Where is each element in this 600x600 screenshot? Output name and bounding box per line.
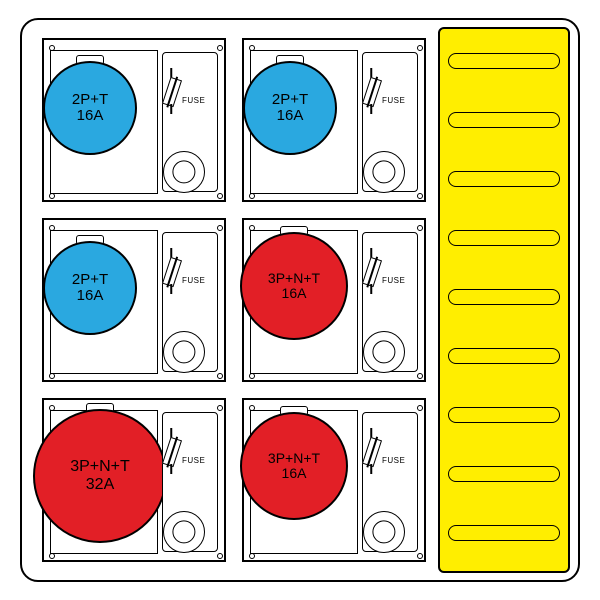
socket-rating-line2: 16A <box>277 108 304 125</box>
socket-rating-line2: 16A <box>282 286 307 301</box>
socket-rating-line2: 16A <box>77 108 104 125</box>
din-slot <box>448 407 560 423</box>
socket-rating-line1: 3P+N+T <box>268 271 320 286</box>
din-slot <box>448 348 560 364</box>
cable-knockout <box>363 511 405 553</box>
cable-knockout <box>163 331 205 373</box>
fuse-symbol-icon <box>364 248 378 294</box>
socket-module: 3P+N+T16A FUSE <box>242 398 426 562</box>
socket-outlet: 3P+N+T16A <box>240 412 348 520</box>
socket-rating-line2: 16A <box>77 288 104 305</box>
din-slot <box>448 112 560 128</box>
fuse-symbol-icon <box>164 248 178 294</box>
socket-rating-line1: 2P+T <box>72 272 108 289</box>
fuse-label: FUSE <box>182 96 205 105</box>
socket-module: 2P+T16A FUSE <box>42 38 226 202</box>
fuse-symbol-icon <box>364 68 378 114</box>
fuse-label: FUSE <box>382 96 405 105</box>
socket-module: 3P+N+T16A FUSE <box>242 218 426 382</box>
socket-module: 2P+T16A FUSE <box>242 38 426 202</box>
fuse-label: FUSE <box>182 276 205 285</box>
fuse-symbol-icon <box>364 428 378 474</box>
screw-hole <box>217 405 223 411</box>
fuse-label: FUSE <box>182 456 205 465</box>
socket-module: 2P+T16A FUSE <box>42 218 226 382</box>
screw-hole <box>417 405 423 411</box>
socket-module: 3P+N+T32A FUSE <box>42 398 226 562</box>
screw-hole <box>217 45 223 51</box>
socket-outlet: 3P+N+T32A <box>33 409 167 543</box>
fuse-symbol-icon <box>164 428 178 474</box>
cable-knockout <box>163 511 205 553</box>
cable-knockout <box>363 331 405 373</box>
socket-outlet: 3P+N+T16A <box>240 232 348 340</box>
screw-hole <box>217 225 223 231</box>
din-slot <box>448 53 560 69</box>
socket-rating-line2: 16A <box>282 466 307 481</box>
cable-knockout <box>363 151 405 193</box>
fuse-label: FUSE <box>382 276 405 285</box>
screw-hole <box>417 193 423 199</box>
din-slot <box>448 289 560 305</box>
fuse-symbol-icon <box>164 68 178 114</box>
socket-rating-line1: 3P+N+T <box>268 451 320 466</box>
socket-rating-line2: 32A <box>86 476 114 494</box>
socket-outlet: 2P+T16A <box>43 241 137 335</box>
screw-hole <box>417 373 423 379</box>
screw-hole <box>217 193 223 199</box>
screw-hole <box>417 225 423 231</box>
socket-rating-line1: 2P+T <box>272 92 308 109</box>
socket-outlet: 2P+T16A <box>43 61 137 155</box>
screw-hole <box>217 553 223 559</box>
cable-knockout <box>163 151 205 193</box>
din-slot <box>448 230 560 246</box>
socket-outlet: 2P+T16A <box>243 61 337 155</box>
screw-hole <box>217 373 223 379</box>
din-slot <box>448 171 560 187</box>
din-slot <box>448 525 560 541</box>
screw-hole <box>417 553 423 559</box>
fuse-label: FUSE <box>382 456 405 465</box>
socket-rating-line1: 3P+N+T <box>70 458 130 476</box>
socket-rating-line1: 2P+T <box>72 92 108 109</box>
din-slot <box>448 466 560 482</box>
screw-hole <box>417 45 423 51</box>
